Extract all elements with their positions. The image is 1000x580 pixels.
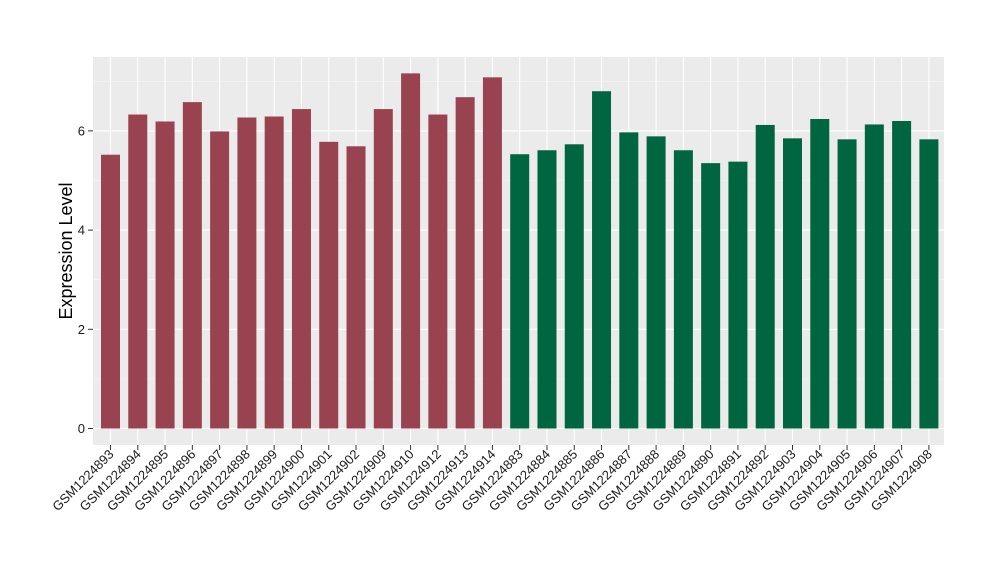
bar-GSM1224903	[783, 138, 802, 429]
bar-GSM1224908	[919, 139, 939, 429]
x-axis: GSM1224893GSM1224894GSM1224895GSM1224896…	[49, 445, 935, 514]
y-axis: 0 2 4 6	[78, 123, 93, 436]
y-tick-label: 0	[78, 421, 85, 436]
bar-GSM1224899	[264, 116, 284, 429]
bar-GSM1224896	[182, 102, 202, 429]
bar-GSM1224901	[319, 141, 339, 429]
bars	[101, 73, 939, 429]
bar-GSM1224895	[155, 121, 175, 429]
bar-GSM1224887	[619, 132, 639, 429]
bar-GSM1224900	[291, 109, 311, 429]
bar-GSM1224883	[510, 154, 530, 429]
bar-GSM1224886	[592, 91, 612, 429]
bar-GSM1224902	[346, 146, 366, 429]
bar-GSM1224885	[564, 144, 584, 429]
bar-GSM1224904	[810, 118, 830, 429]
bar-GSM1224894	[128, 114, 148, 429]
bar-GSM1224914	[482, 77, 502, 429]
bar-GSM1224893	[101, 154, 120, 429]
bar-GSM1224907	[892, 120, 912, 429]
bar-GSM1224912	[428, 114, 448, 429]
y-tick-label: 4	[78, 223, 85, 238]
bar-GSM1224897	[210, 131, 230, 429]
bar-GSM1224890	[701, 163, 721, 429]
bar-GSM1224884	[537, 150, 557, 429]
bar-GSM1224910	[401, 73, 421, 429]
bar-GSM1224888	[646, 136, 666, 429]
bar-GSM1224909	[373, 109, 393, 429]
y-tick-label: 2	[78, 322, 85, 337]
bar-GSM1224892	[755, 124, 775, 429]
bar-GSM1224898	[237, 117, 257, 429]
bar-GSM1224906	[864, 124, 884, 429]
bar-GSM1224913	[455, 97, 475, 429]
bar-GSM1224891	[728, 161, 748, 429]
bar-GSM1224905	[837, 139, 857, 429]
y-tick-label: 6	[78, 123, 85, 138]
y-axis-title: Expression Level	[56, 182, 76, 319]
bar-GSM1224889	[673, 150, 693, 429]
